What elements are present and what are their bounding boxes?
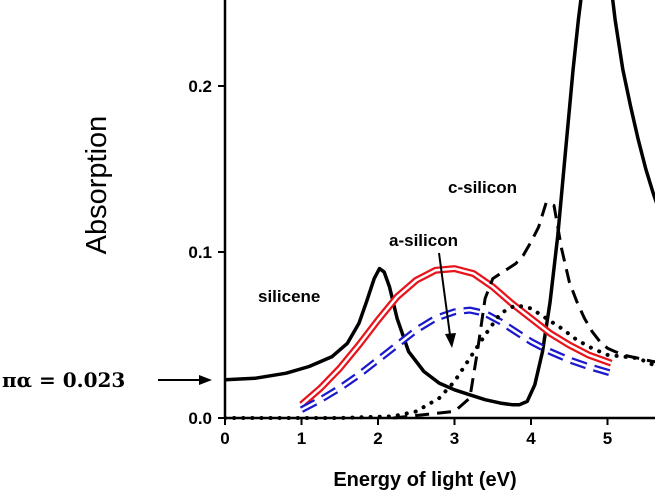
a-silicon-label: a-silicon — [389, 231, 458, 250]
x-tick-label: 2 — [373, 429, 382, 448]
tick-layer: 0 1 2 3 4 5 0.0 0.1 0.2 — [188, 77, 612, 448]
a-silicon-arrow-head — [445, 333, 456, 348]
y-axis-title: Absorption — [81, 116, 113, 255]
silicene-label: silicene — [258, 287, 320, 306]
x-tick-label: 4 — [526, 429, 536, 448]
pi-alpha-arrow-head — [199, 375, 212, 385]
series-layer — [225, 0, 655, 420]
x-tick-label: 0 — [220, 429, 229, 448]
series-line-solid — [225, 0, 655, 407]
x-tick-label: 3 — [450, 429, 459, 448]
series-line-red-inner — [300, 267, 612, 406]
y-tick-label: 0.1 — [188, 243, 212, 262]
a-silicon-arrow-shaft — [438, 252, 451, 336]
x-axis-title: Energy of light (eV) — [333, 469, 516, 491]
series-line-dashed — [393, 200, 655, 420]
x-tick-label: 1 — [297, 429, 306, 448]
series-line-dotted — [225, 303, 655, 420]
y-tick-label: 0.0 — [188, 409, 212, 428]
x-tick-label: 5 — [603, 429, 612, 448]
y-tick-label: 0.2 — [188, 77, 212, 96]
series-line-blue-inner — [300, 308, 612, 411]
pi-alpha-label: πα = 0.023 — [2, 368, 125, 392]
c-silicon-label: c-silicon — [448, 178, 517, 197]
